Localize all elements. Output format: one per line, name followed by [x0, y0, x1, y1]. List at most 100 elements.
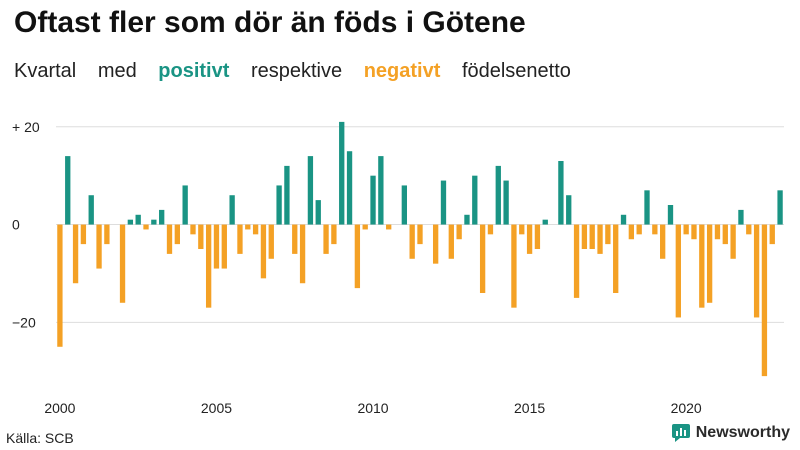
bar: 2022 K2: -19: [753, 224, 760, 318]
bar: 2012 K3: -7: [448, 224, 454, 259]
bar: 2017 K1: -5: [589, 224, 595, 249]
bar: 2019 K2: -7: [660, 224, 666, 259]
chart-title: Oftast fler som dör än föds i Götene: [14, 6, 526, 39]
bar: 2009 K1: 21: [339, 121, 345, 225]
bar: 2000 K1: -25: [57, 224, 63, 347]
bar: 2015 K2: -5: [534, 224, 541, 249]
brand: Newsworthy: [671, 424, 790, 442]
bar: 2004 K1: 8: [182, 185, 188, 225]
bar: 2016 K3: -15: [573, 224, 580, 298]
bar: 2012 K4: -3: [456, 224, 462, 240]
bar: 2014 K2: 9: [503, 180, 509, 225]
bar: 2008 K4: -4: [331, 224, 337, 245]
bar: 2009 K3: -13: [354, 224, 361, 289]
bar: 2003 K1: 1: [151, 219, 157, 225]
bar: 2005 K1: -9: [213, 224, 220, 269]
bar: 2000 K2: 14: [65, 156, 71, 225]
bar: 2016 K1: 13: [558, 161, 564, 225]
x-tick-label: 2000: [44, 400, 75, 416]
bar: 2006 K4: -7: [268, 224, 274, 259]
bar: 2021 K4: 3: [738, 209, 744, 225]
bar: 2017 K3: -4: [605, 224, 611, 245]
bar: 2010 K3: -1: [386, 224, 392, 230]
x-tick-label: 2020: [671, 400, 702, 416]
bar: 2014 K3: -17: [511, 224, 517, 308]
bar: 2016 K4: -5: [581, 224, 588, 249]
bar: 2022 K4: -4: [769, 224, 775, 245]
bar: 2015 K1: -6: [526, 224, 533, 254]
source-label: Källa: SCB: [6, 430, 74, 446]
bar: 2003 K4: -4: [174, 224, 180, 245]
bar: 2018 K1: 2: [620, 214, 627, 225]
newsworthy-logo-icon: [671, 424, 690, 442]
bar: 2022 K1: -2: [746, 224, 752, 235]
bar: 2014 K4: -2: [519, 224, 525, 235]
subtitle-word-negativt: negativt: [363, 60, 441, 82]
bar: 2020 K2: -3: [691, 224, 697, 240]
bar: 2004 K4: -17: [205, 224, 212, 308]
bar: 2020 K3: -17: [699, 224, 705, 308]
bar: 2005 K3: 6: [229, 195, 235, 225]
bar: 2018 K3: -2: [636, 224, 642, 235]
bar: 2006 K2: -2: [252, 224, 259, 235]
y-tick-label: −20: [12, 314, 36, 330]
bar: 2008 K1: 14: [307, 156, 314, 225]
x-tick-label: 2015: [514, 400, 545, 416]
bar: 2009 K4: -1: [362, 224, 368, 230]
bar: 2002 K2: 1: [127, 219, 134, 225]
subtitle-word-kvartal: Kvartal: [14, 60, 77, 82]
bar: 2012 K1: -8: [432, 224, 439, 264]
bar: 2011 K1: 8: [401, 185, 407, 225]
bar: 2020 K4: -16: [706, 224, 713, 303]
bar-chart: + 20 0 −20 2000 K1: -252000 K2: 142000 K3: …: [12, 119, 784, 416]
bar: 2020 K1: -2: [683, 224, 689, 235]
brand-name: Newsworthy: [695, 424, 790, 441]
bar: 2002 K1: -16: [119, 224, 126, 303]
bar: 2016 K2: 6: [566, 195, 572, 225]
chart-subtitle: Kvartal med positivt respektive negativt…: [14, 60, 587, 83]
bar: 2003 K3: -6: [166, 224, 173, 254]
bar: 2014 K1: 12: [495, 165, 501, 225]
bar: 2006 K1: -1: [245, 224, 251, 230]
bar: 2022 K3: -31: [761, 224, 768, 377]
bar: 2001 K1: 6: [88, 195, 94, 225]
bar: 2017 K4: -14: [613, 224, 619, 293]
bar: 2015 K3: 1: [542, 219, 548, 225]
bar: 2001 K3: -4: [104, 224, 110, 245]
bar: 2010 K1: 10: [370, 175, 376, 225]
bar: 2013 K3: -14: [479, 224, 486, 293]
bar: 2004 K2: -2: [190, 224, 196, 235]
bar: 2019 K3: 4: [667, 205, 674, 225]
bar: 2007 K1: 8: [276, 185, 282, 225]
subtitle-word-respektive: respektive: [250, 60, 343, 82]
y-tick-label: + 20: [12, 119, 40, 135]
bar: 2007 K2: 12: [284, 165, 290, 225]
bar: 2004 K3: -5: [198, 224, 204, 249]
bar: 2023 K1: 7: [777, 190, 783, 225]
bar: 2000 K4: -4: [80, 224, 87, 245]
bar: 2001 K2: -9: [96, 224, 102, 269]
bar: 2006 K3: -11: [260, 224, 267, 279]
bar: 2012 K2: 9: [440, 180, 447, 225]
bar: 2021 K3: -7: [730, 224, 736, 259]
bar: 2007 K3: -6: [292, 224, 298, 254]
bar: 2008 K3: -6: [323, 224, 329, 254]
bar: 2013 K4: -2: [487, 224, 494, 235]
bar: 2009 K2: 15: [346, 151, 353, 225]
bar: 2013 K2: 10: [472, 175, 478, 225]
bar: 2005 K2: -9: [221, 224, 227, 269]
bar: 2021 K1: -3: [714, 224, 721, 240]
bar: 2021 K2: -4: [722, 224, 728, 245]
x-tick-label: 2005: [201, 400, 232, 416]
bar: 2011 K3: -4: [417, 224, 423, 245]
bar: 2013 K1: 2: [464, 214, 470, 225]
bar: 2010 K2: 14: [378, 156, 384, 225]
y-tick-label: 0: [12, 217, 20, 233]
subtitle-word-med: med: [97, 60, 137, 82]
bar: 2018 K2: -3: [628, 224, 635, 240]
bar: 2007 K4: -12: [299, 224, 306, 284]
subtitle-word-fodelsenetto: födelsenetto: [461, 60, 571, 82]
subtitle-word-positivt: positivt: [158, 60, 230, 82]
bar: 2002 K4: -1: [143, 224, 149, 230]
bar: 2002 K3: 2: [135, 214, 141, 225]
